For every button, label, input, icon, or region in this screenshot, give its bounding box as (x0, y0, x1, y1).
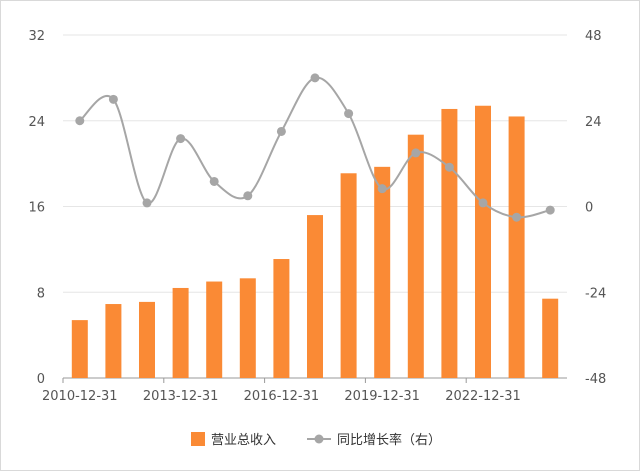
growth-rate-point (243, 191, 253, 201)
y-left-tick-label: 32 (28, 29, 45, 44)
y-right-tick-label: -24 (585, 286, 606, 301)
growth-rate-point (276, 126, 286, 136)
revenue-bar (475, 105, 491, 379)
growth-rate-point (478, 198, 488, 208)
y-left-tick-label: 8 (37, 286, 45, 301)
x-tick-label: 2013-12-31 (143, 389, 219, 404)
growth-rate-point (512, 212, 522, 222)
revenue-bar (307, 215, 323, 378)
revenue-bar (542, 298, 559, 378)
revenue-bar (340, 173, 357, 378)
legend-label-growth: 同比增长率（右） (337, 432, 441, 448)
revenue-bar (139, 301, 155, 378)
revenue-bar (206, 281, 223, 378)
y-left-tick-label: 0 (37, 372, 45, 387)
x-tick-label: 2022-12-31 (445, 389, 521, 404)
y-right-tick-label: -48 (585, 372, 606, 387)
growth-rate-point (545, 205, 555, 215)
growth-rate-point (75, 116, 85, 126)
growth-rate-point (310, 73, 320, 83)
growth-rate-point (344, 109, 354, 119)
revenue-bar (508, 116, 525, 379)
y-right-tick-label: 0 (585, 201, 593, 216)
x-tick-label: 2016-12-31 (244, 389, 320, 404)
revenue-bar (239, 278, 256, 378)
growth-rate-point (142, 198, 152, 208)
revenue-bar (374, 166, 391, 378)
growth-rate-point (209, 176, 219, 186)
growth-rate-point (377, 184, 387, 194)
revenue-bar (441, 108, 458, 378)
x-tick-label: 2010-12-31 (42, 389, 118, 404)
revenue-bar (407, 134, 424, 378)
y-right-tick-label: 48 (585, 29, 602, 44)
y-left-tick-label: 24 (28, 115, 45, 130)
growth-rate-point (444, 162, 454, 172)
x-tick-label: 2019-12-31 (344, 389, 420, 404)
growth-rate-point (411, 148, 421, 158)
revenue-bar (71, 320, 88, 378)
y-right-tick-label: 24 (585, 115, 602, 130)
legend-swatch-revenue (191, 432, 205, 446)
revenue-bar (105, 304, 122, 378)
revenue-bar (273, 259, 290, 378)
y-left-tick-label: 16 (28, 201, 45, 216)
legend-label-revenue: 营业总收入 (211, 433, 276, 448)
growth-rate-point (108, 94, 118, 104)
growth-rate-point (176, 134, 186, 144)
revenue-bar (172, 287, 189, 378)
legend-marker-growth (314, 434, 324, 444)
